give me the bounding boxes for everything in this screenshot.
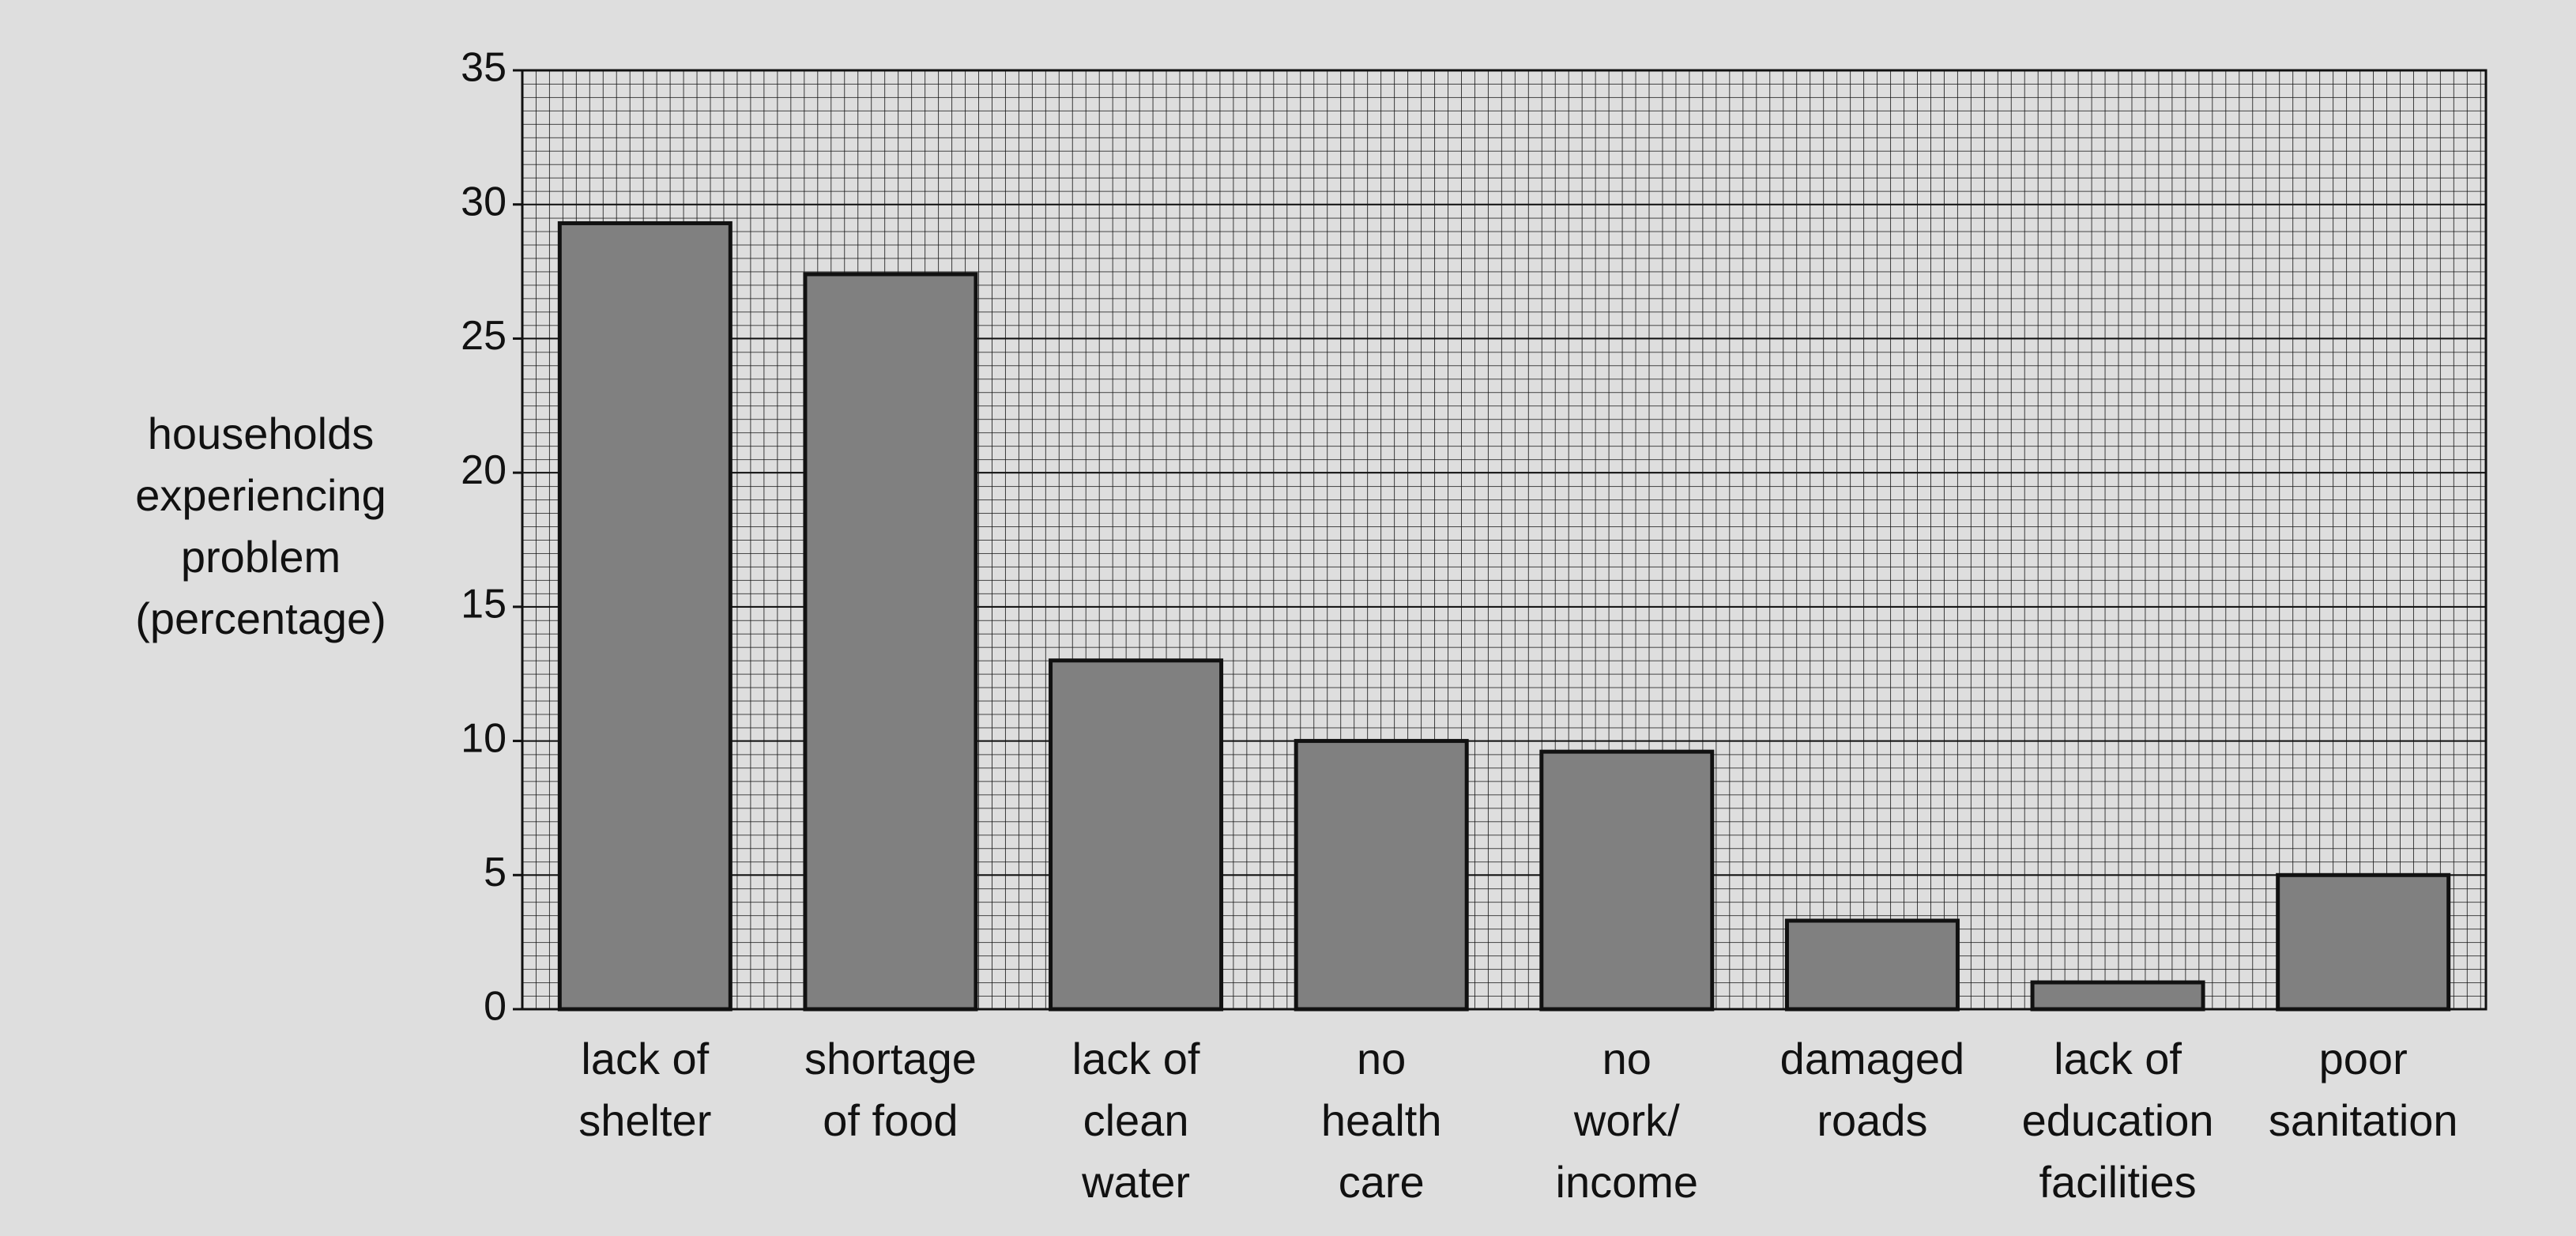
y-tick-label: 5 [484,850,507,895]
y-tick-label: 30 [461,179,507,224]
y-axis-label: households experiencing problem (percent… [135,409,386,643]
y-tick-label: 20 [461,447,507,493]
bar [1294,739,1469,1012]
bar [557,220,733,1012]
x-tick-label: no work/ income [1555,1034,1699,1207]
bar [1784,918,1960,1012]
x-tick-label: poor sanitation [2268,1034,2458,1145]
y-tick-label: 25 [461,313,507,359]
y-tick-label: 0 [484,984,507,1030]
x-tick-label: lack of shelter [578,1034,712,1145]
x-tick-label: lack of clean water [1071,1034,1200,1207]
bar [2030,980,2205,1012]
bar [1539,749,1715,1012]
x-tick-label: no health care [1320,1034,1442,1207]
y-tick-label: 10 [461,715,507,761]
y-tick-label: 15 [461,582,507,627]
y-tick-label: 35 [461,45,507,91]
x-tick-label: shortage of food [804,1034,977,1145]
x-tick-label: lack of education facilities [2021,1034,2214,1207]
x-tick-label: damaged roads [1779,1034,1965,1145]
bar [2276,872,2451,1012]
bar [803,272,978,1012]
bar [1049,658,1224,1012]
